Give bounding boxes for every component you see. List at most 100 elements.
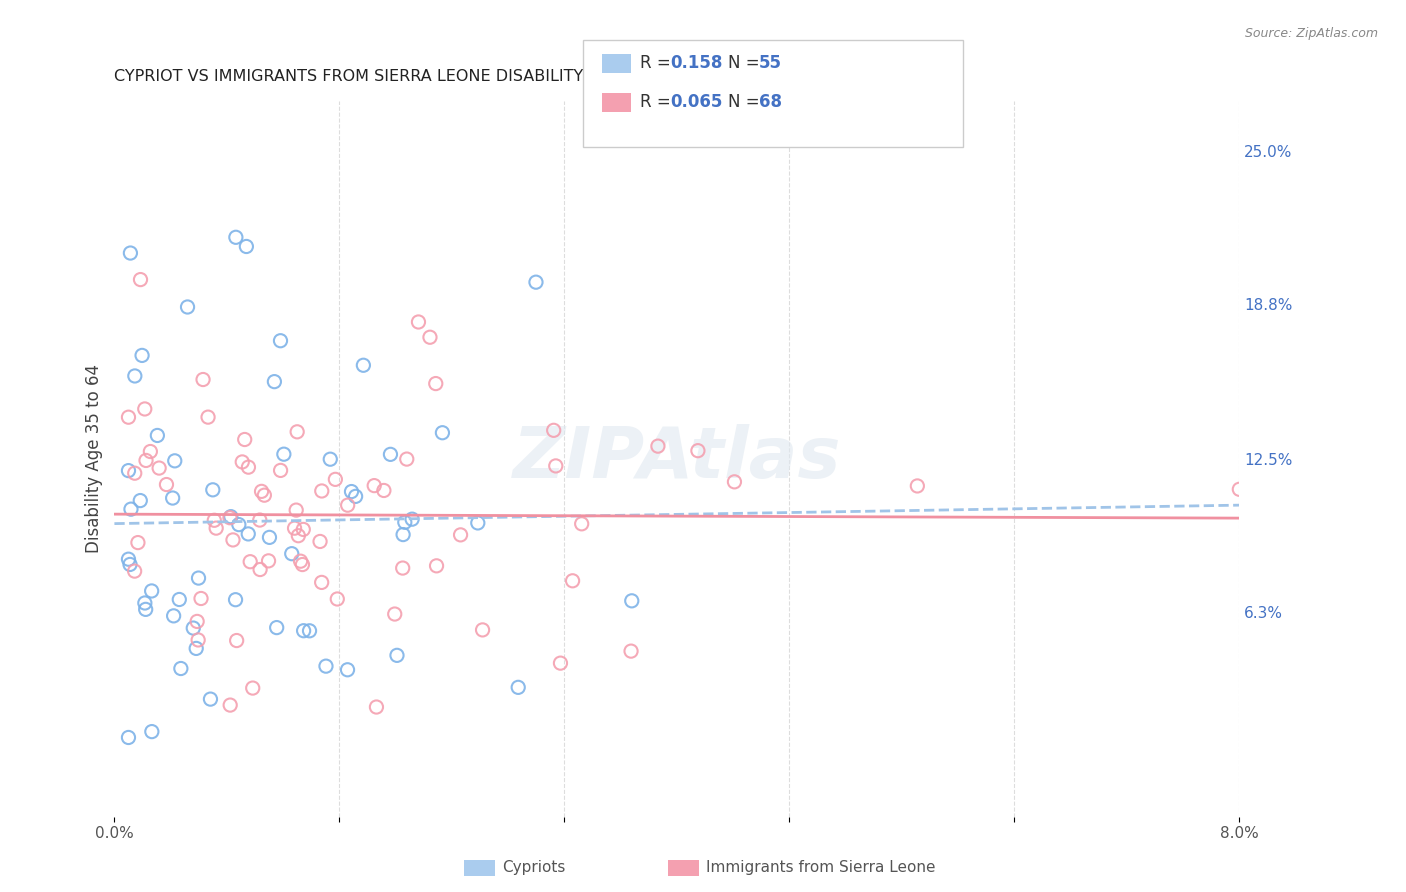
Point [524, 275, 547, 289]
Point [336, 498, 359, 512]
Point [219, 510, 242, 524]
Point [225, 633, 247, 648]
Text: N =: N = [728, 93, 765, 111]
Point [141, 584, 163, 599]
Point [219, 509, 242, 524]
Point [340, 484, 363, 499]
Point [394, 516, 416, 530]
Point [134, 596, 156, 610]
Point [291, 558, 314, 572]
Point [118, 558, 141, 572]
Point [250, 484, 273, 499]
Point [117, 464, 139, 478]
Point [148, 461, 170, 475]
Point [187, 632, 209, 647]
Point [419, 330, 441, 344]
Point [266, 621, 288, 635]
Point [905, 479, 928, 493]
Point [249, 513, 271, 527]
Point [181, 621, 204, 635]
Point [117, 731, 139, 745]
Point [401, 512, 423, 526]
Point [620, 644, 643, 658]
Point [290, 554, 312, 568]
Point [298, 624, 321, 638]
Point [135, 602, 157, 616]
Point [311, 483, 333, 498]
Point [344, 489, 367, 503]
Point [284, 521, 307, 535]
Text: N =: N = [728, 54, 765, 72]
Point [124, 564, 146, 578]
Point [287, 529, 309, 543]
Point [120, 246, 142, 260]
Text: Immigrants from Sierra Leone: Immigrants from Sierra Leone [706, 861, 935, 875]
Point [384, 607, 406, 621]
Point [1227, 483, 1250, 497]
Text: Source: ZipAtlas.com: Source: ZipAtlas.com [1244, 27, 1378, 40]
Point [273, 447, 295, 461]
Point [471, 623, 494, 637]
Point [186, 615, 208, 629]
Point [285, 425, 308, 439]
Point [176, 300, 198, 314]
Point [352, 358, 374, 372]
Point [228, 517, 250, 532]
Point [146, 428, 169, 442]
Point [190, 591, 212, 606]
Point [292, 624, 315, 638]
Point [263, 375, 285, 389]
Point [238, 460, 260, 475]
Point [225, 592, 247, 607]
Point [281, 547, 304, 561]
Point [233, 433, 256, 447]
Point [270, 463, 292, 477]
Point [162, 491, 184, 505]
Point [135, 453, 157, 467]
Point [259, 530, 281, 544]
Point [169, 592, 191, 607]
Point [117, 410, 139, 425]
Point [325, 472, 347, 486]
Point [124, 466, 146, 480]
Point [129, 272, 152, 286]
Text: 0.158: 0.158 [671, 54, 723, 72]
Point [620, 594, 643, 608]
Point [269, 334, 291, 348]
Point [155, 477, 177, 491]
Point [117, 552, 139, 566]
Point [131, 348, 153, 362]
Point [162, 608, 184, 623]
Point [201, 483, 224, 497]
Point [647, 439, 669, 453]
Point [550, 656, 572, 670]
Point [373, 483, 395, 498]
Point [127, 535, 149, 549]
Point [395, 452, 418, 467]
Point [120, 502, 142, 516]
Point [336, 663, 359, 677]
Point [432, 425, 454, 440]
Point [134, 401, 156, 416]
Point [197, 410, 219, 425]
Point [561, 574, 583, 588]
Point [380, 447, 402, 461]
Point [242, 681, 264, 695]
Point [309, 534, 332, 549]
Point [222, 533, 245, 547]
Text: R =: R = [640, 54, 676, 72]
Point [450, 528, 472, 542]
Point [186, 641, 208, 656]
Point [191, 372, 214, 386]
Point [326, 592, 349, 607]
Y-axis label: Disability Age 35 to 64: Disability Age 35 to 64 [86, 365, 103, 553]
Text: 68: 68 [759, 93, 782, 111]
Point [363, 478, 385, 492]
Text: CYPRIOT VS IMMIGRANTS FROM SIERRA LEONE DISABILITY AGE 35 TO 64 CORRELATION CHAR: CYPRIOT VS IMMIGRANTS FROM SIERRA LEONE … [114, 69, 879, 84]
Point [141, 724, 163, 739]
Point [139, 444, 162, 458]
Point [425, 558, 447, 573]
Point [467, 516, 489, 530]
Point [238, 527, 260, 541]
Text: R =: R = [640, 93, 676, 111]
